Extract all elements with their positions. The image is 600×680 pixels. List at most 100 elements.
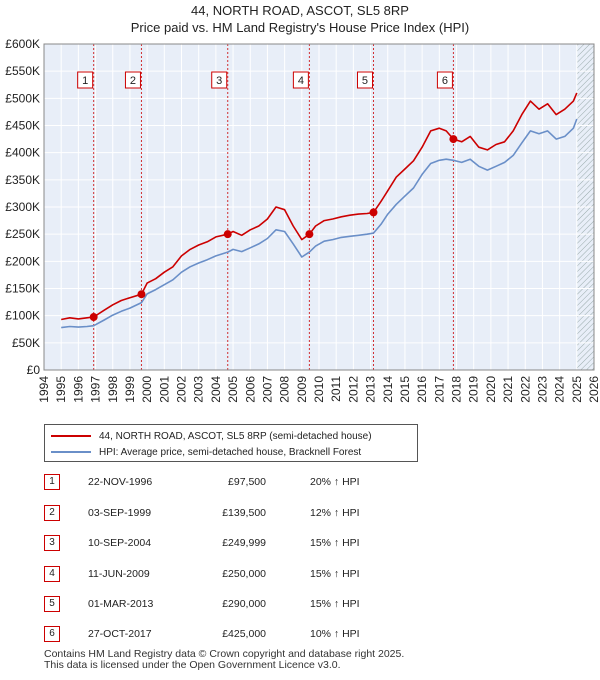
sales-row: 2 03-SEP-1999 £139,500 12% ↑ HPI [0,505,600,523]
x-tick-label: 2010 [312,376,326,403]
x-tick-label: 2013 [364,376,378,403]
x-tick-label: 1997 [89,376,103,403]
series-line-property [61,92,578,321]
x-tick-label: 2011 [329,376,343,402]
x-tick-label: 2000 [140,376,154,403]
sale-hpi-diff: 15% ↑ HPI [310,598,360,610]
sale-price: £249,999 [222,537,266,549]
sale-point [449,135,458,144]
sale-price: £250,000 [222,568,266,580]
sale-number-badge: 3 [44,535,60,551]
sale-date: 03-SEP-1999 [88,507,152,519]
x-tick-label: 2007 [260,376,274,403]
price-chart: £0 £50K £100K £150K £200K £250K £300K £350K £400… [5,37,600,403]
sale-marker-label: 4 [298,75,304,87]
y-tick-label: £450K [5,119,40,133]
legend-label-property: 44, NORTH ROAD, ASCOT, SL5 8RP (semi-det… [99,430,372,442]
x-tick-label: 1994 [37,376,51,403]
x-tick-label: 2001 [157,376,171,403]
x-tick-label: 2004 [209,376,223,403]
x-tick-label: 2002 [175,376,189,403]
x-tick-label: 2015 [398,376,412,403]
plot-frame [43,43,595,371]
sale-marker-box [211,71,228,89]
legend-swatch-property [51,435,91,437]
series-line-hpi [61,118,578,329]
sale-number-badge: 2 [44,505,60,521]
sale-date: 10-SEP-2004 [88,537,152,549]
sale-marker-label: 5 [362,75,368,87]
x-tick-label: 1995 [54,376,68,403]
y-tick-label: £250K [5,227,40,241]
x-tick-label: 2006 [243,376,257,403]
sale-point [305,230,314,239]
sale-marker-box [124,71,141,89]
sale-marker-label: 3 [216,75,222,87]
x-tick-label: 1999 [123,376,137,403]
sale-number-badge: 5 [44,596,60,612]
x-tick-label: 2012 [346,376,360,403]
x-tick-label: 2021 [501,376,515,403]
sale-date: 27-OCT-2017 [88,628,152,640]
sale-marker-label: 2 [130,75,136,87]
sale-marker-box [292,71,309,89]
x-tick-label: 2019 [467,376,481,403]
sale-date: 11-JUN-2009 [88,568,150,580]
sale-marker-box [77,71,94,89]
x-tick-label: 2014 [381,376,395,403]
sale-marker-box [356,71,373,89]
sale-marker-box [436,71,453,89]
x-tick-label: 2023 [535,376,549,403]
x-tick-label: 2005 [226,376,240,403]
sale-point [369,208,378,217]
legend-swatch-hpi [51,451,91,453]
sale-hpi-diff: 15% ↑ HPI [310,537,360,549]
sale-price: £425,000 [222,628,266,640]
y-tick-label: £150K [5,282,40,296]
x-tick-label: 2009 [295,376,309,403]
sale-point [89,313,98,322]
y-tick-label: £600K [5,37,40,51]
y-tick-label: £50K [12,336,40,350]
footer-license: This data is licensed under the Open Gov… [44,659,341,671]
chart-legend: 44, NORTH ROAD, ASCOT, SL5 8RP (semi-det… [44,424,418,462]
y-tick-label: £500K [5,91,40,105]
sale-marker-label: 1 [82,75,88,87]
x-tick-label: 2008 [278,376,292,403]
x-tick-label: 2018 [450,376,464,403]
x-tick-label: 1996 [71,376,85,403]
sales-row: 3 10-SEP-2004 £249,999 15% ↑ HPI [0,535,600,553]
x-tick-label: 2022 [518,376,532,403]
legend-item-hpi: HPI: Average price, semi-detached house,… [51,445,361,459]
sale-hpi-diff: 12% ↑ HPI [310,507,360,519]
sales-row: 5 01-MAR-2013 £290,000 15% ↑ HPI [0,596,600,614]
sale-price: £139,500 [222,507,266,519]
footer: Contains HM Land Registry data © Crown c… [44,649,404,671]
footer-copyright: Contains HM Land Registry data © Crown c… [44,648,405,660]
sale-number-badge: 6 [44,626,60,642]
sales-row: 1 22-NOV-1996 £97,500 20% ↑ HPI [0,474,600,492]
sale-number-badge: 1 [44,474,60,490]
sales-row: 4 11-JUN-2009 £250,000 15% ↑ HPI [0,566,600,584]
x-tick-label: 2020 [484,376,498,403]
x-tick-label: 2024 [553,376,567,403]
sales-row: 6 27-OCT-2017 £425,000 10% ↑ HPI [0,626,600,644]
y-tick-label: £200K [5,254,40,268]
chart-subtitle: Price paid vs. HM Land Registry's House … [130,20,470,35]
sale-date: 01-MAR-2013 [88,598,154,610]
legend-label-hpi: HPI: Average price, semi-detached house,… [99,446,362,458]
sale-hpi-diff: 20% ↑ HPI [310,476,360,488]
x-tick-label: 2025 [570,376,584,403]
legend-item-property: 44, NORTH ROAD, ASCOT, SL5 8RP (semi-det… [51,429,372,443]
y-tick-label: £550K [5,64,40,78]
sale-number-badge: 4 [44,566,60,582]
x-tick-label: 2016 [415,376,429,403]
y-tick-label: £400K [5,146,40,160]
y-tick-label: £350K [5,173,40,187]
x-tick-label: 2026 [587,376,600,403]
sale-point [223,230,232,239]
sale-date: 22-NOV-1996 [88,476,153,488]
x-tick-label: 2017 [432,376,446,403]
sale-hpi-diff: 10% ↑ HPI [310,628,360,640]
sale-marker-label: 6 [442,75,448,87]
